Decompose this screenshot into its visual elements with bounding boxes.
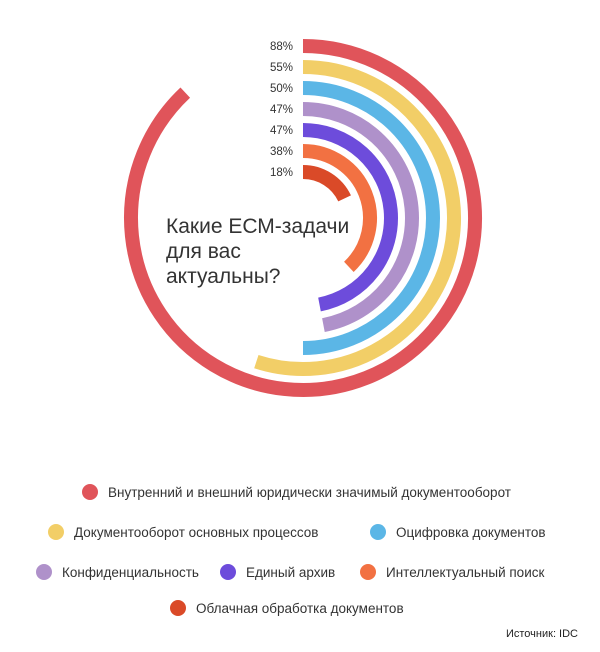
- legend-dot-icon: [220, 564, 236, 580]
- legend-label: Внутренний и внешний юридически значимый…: [108, 484, 511, 500]
- chart-title: Какие ЕСМ-задачи для вас актуальны?: [166, 215, 350, 288]
- radial-bar-6: [302, 144, 377, 272]
- legend-item: Документооборот основных процессов: [48, 524, 318, 540]
- legend-label: Конфиденциальность: [62, 564, 199, 580]
- radial-bar-2: [254, 60, 461, 376]
- legend-dot-icon: [370, 524, 386, 540]
- value-label-1: 88%: [270, 41, 293, 53]
- legend-dot-icon: [170, 600, 186, 616]
- legend-item: Облачная обработка документов: [170, 600, 404, 616]
- legend-item: Интеллектуальный поиск: [360, 564, 544, 580]
- radial-bar-7: [302, 165, 351, 202]
- legend-dot-icon: [82, 484, 98, 500]
- value-label-4: 47%: [270, 104, 293, 116]
- legend-dot-icon: [36, 564, 52, 580]
- value-label-6: 38%: [270, 146, 293, 158]
- legend-item: Внутренний и внешний юридически значимый…: [82, 484, 511, 500]
- legend-label: Единый архив: [246, 564, 336, 580]
- legend-dot-icon: [360, 564, 376, 580]
- legend-label: Облачная обработка документов: [196, 600, 404, 616]
- radial-bar-4: [302, 102, 419, 332]
- legend-item: Единый архив: [220, 564, 335, 580]
- legend-dot-icon: [48, 524, 64, 540]
- value-label-5: 47%: [270, 125, 293, 137]
- radial-bar-1: [124, 39, 483, 397]
- legend-label: Оцифровка документов: [396, 524, 546, 540]
- radial-bar-3: [302, 81, 440, 355]
- legend-label: Документооборот основных процессов: [74, 524, 319, 540]
- legend-item: Оцифровка документов: [370, 524, 546, 540]
- radial-bar-5: [302, 123, 398, 312]
- legend-item: Конфиденциальность: [36, 564, 199, 580]
- value-label-7: 18%: [270, 167, 293, 179]
- value-label-2: 55%: [270, 62, 293, 74]
- value-label-3: 50%: [270, 83, 293, 95]
- legend-label: Интеллектуальный поиск: [386, 564, 545, 580]
- source-note: Источник: IDC: [505, 628, 578, 640]
